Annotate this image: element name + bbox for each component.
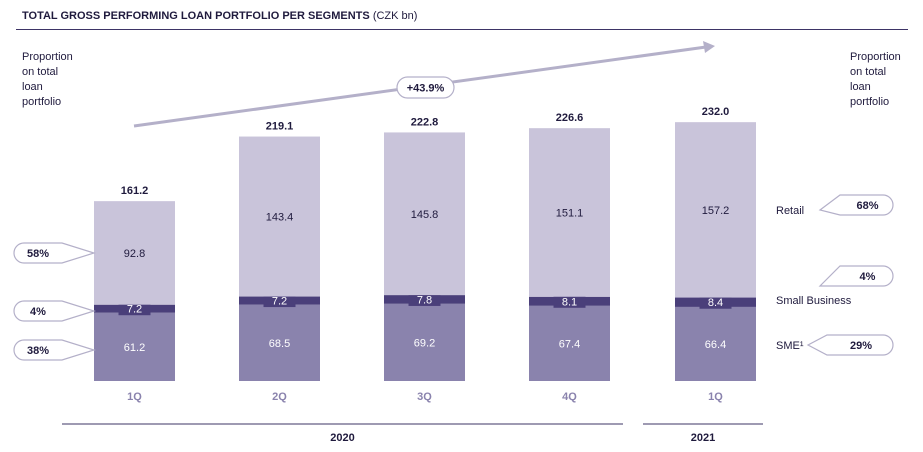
left-note-line: Proportion	[22, 51, 73, 63]
value-label-sme: 68.5	[269, 338, 290, 350]
value-label-retail: 145.8	[411, 209, 439, 221]
series-label-small-business: Small Business	[776, 295, 852, 307]
left-note-line: on total	[22, 66, 59, 78]
right-share-value: 29%	[850, 340, 872, 352]
value-label-sme: 61.2	[124, 342, 145, 354]
value-label-retail: 92.8	[124, 248, 145, 260]
value-label-small-business: 7.8	[417, 294, 432, 306]
chart-title: TOTAL GROSS PERFORMING LOAN PORTFOLIO PE…	[22, 10, 370, 22]
right-share-callout	[818, 265, 894, 287]
value-label-small-business: 7.2	[272, 296, 287, 308]
total-label: 226.6	[556, 112, 584, 124]
left-note-line: portfolio	[22, 96, 62, 108]
value-label-retail: 143.4	[266, 212, 294, 224]
bar-segment-sme	[675, 306, 756, 381]
series-label-sme: SME¹	[776, 340, 804, 352]
year-group-label: 2021	[691, 432, 715, 444]
x-tick-label: 4Q	[562, 391, 577, 403]
left-note-line: loan	[22, 81, 43, 93]
left-share-callout	[13, 242, 97, 264]
chart-header: TOTAL GROSS PERFORMING LOAN PORTFOLIO PE…	[22, 10, 417, 22]
x-tick-label: 3Q	[417, 391, 432, 403]
header-divider	[16, 29, 908, 30]
value-label-small-business: 8.4	[708, 297, 723, 309]
year-group-label: 2020	[330, 432, 354, 444]
left-share-value: 4%	[30, 306, 46, 318]
value-label-retail: 157.2	[702, 205, 730, 217]
left-share-value: 38%	[27, 345, 49, 357]
value-label-sme: 66.4	[705, 339, 726, 351]
x-tick-label: 1Q	[127, 391, 142, 403]
bar-segment-sme	[384, 303, 465, 381]
left-share-value: 58%	[27, 248, 49, 260]
value-label-bg	[553, 294, 586, 308]
bar-segment-retail	[675, 122, 756, 298]
x-tick-label: 2Q	[272, 391, 287, 403]
right-note-line: loan	[850, 81, 871, 93]
right-share-callout	[806, 334, 894, 356]
bar-segment-retail	[94, 201, 175, 305]
bar-segment-retail	[529, 128, 610, 297]
growth-arrow-head	[703, 41, 715, 53]
x-tick-label: 1Q	[708, 391, 723, 403]
left-share-callout	[13, 300, 97, 322]
value-label-sme: 67.4	[559, 338, 580, 350]
right-proportion-note: Proportion on total loan portfolio	[850, 50, 901, 110]
right-note-line: portfolio	[850, 96, 890, 108]
bar-segment-retail	[384, 132, 465, 296]
bar-segment-retail	[239, 136, 320, 297]
value-label-small-business: 7.2	[127, 304, 142, 316]
value-label-bg	[408, 292, 441, 306]
total-label: 222.8	[411, 116, 439, 128]
bar-segment-sme	[94, 312, 175, 381]
left-proportion-note: Proportion on total loan portfolio	[22, 50, 73, 110]
right-note-line: on total	[850, 66, 887, 78]
value-label-bg	[699, 295, 732, 309]
left-share-callout	[13, 339, 97, 361]
value-label-sme: 69.2	[414, 337, 435, 349]
value-label-bg	[118, 302, 151, 316]
value-label-retail: 151.1	[556, 207, 584, 219]
right-share-callout	[818, 194, 894, 216]
total-label: 219.1	[266, 121, 294, 133]
growth-label: +43.9%	[407, 83, 445, 95]
total-label: 232.0	[702, 106, 730, 118]
value-label-bg	[263, 294, 296, 308]
chart-unit: (CZK bn)	[372, 10, 418, 22]
series-label-retail: Retail	[776, 205, 804, 217]
right-share-value: 68%	[856, 200, 878, 212]
bar-segment-sme	[239, 304, 320, 381]
right-note-line: Proportion	[850, 51, 901, 63]
growth-badge	[396, 76, 455, 99]
right-share-value: 4%	[860, 271, 876, 283]
bar-segment-sme	[529, 305, 610, 381]
value-label-small-business: 8.1	[562, 296, 577, 308]
total-label: 161.2	[121, 185, 149, 197]
